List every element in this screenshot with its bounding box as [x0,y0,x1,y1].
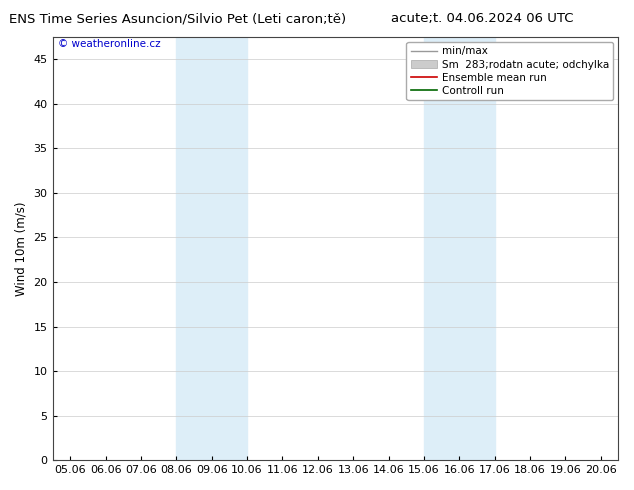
Bar [424,37,495,460]
Text: © weatheronline.cz: © weatheronline.cz [58,39,161,49]
Text: ENS Time Series Asuncion/Silvio Pet (Leti caron;tě): ENS Time Series Asuncion/Silvio Pet (Let… [9,12,346,25]
Text: acute;t. 04.06.2024 06 UTC: acute;t. 04.06.2024 06 UTC [391,12,573,25]
Y-axis label: Wind 10m (m/s): Wind 10m (m/s) [15,201,28,296]
Bar [176,37,247,460]
Legend: min/max, Sm  283;rodatn acute; odchylka, Ensemble mean run, Controll run: min/max, Sm 283;rodatn acute; odchylka, … [406,42,613,100]
